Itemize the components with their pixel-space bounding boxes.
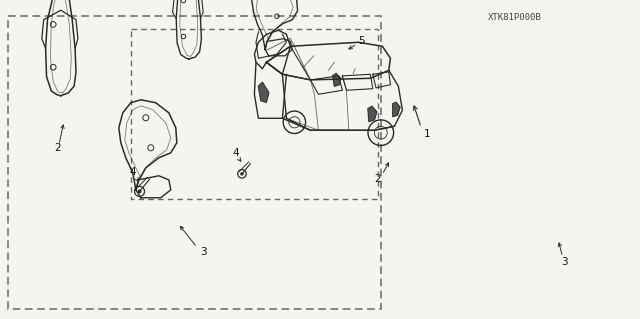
Polygon shape xyxy=(393,102,400,117)
Polygon shape xyxy=(368,106,377,122)
Text: XTK81P000B: XTK81P000B xyxy=(488,13,542,22)
Text: 4: 4 xyxy=(130,167,136,177)
Text: 4: 4 xyxy=(232,148,239,158)
Text: 1: 1 xyxy=(424,129,431,139)
Bar xyxy=(131,29,378,199)
Polygon shape xyxy=(333,73,341,86)
Circle shape xyxy=(240,172,244,175)
Text: 3: 3 xyxy=(561,256,568,267)
Text: 3: 3 xyxy=(200,247,207,257)
Circle shape xyxy=(138,189,141,193)
Text: 2: 2 xyxy=(54,143,61,153)
Text: 5: 5 xyxy=(358,36,365,47)
Text: 2: 2 xyxy=(374,174,381,184)
Bar xyxy=(8,16,381,309)
Polygon shape xyxy=(259,82,269,102)
